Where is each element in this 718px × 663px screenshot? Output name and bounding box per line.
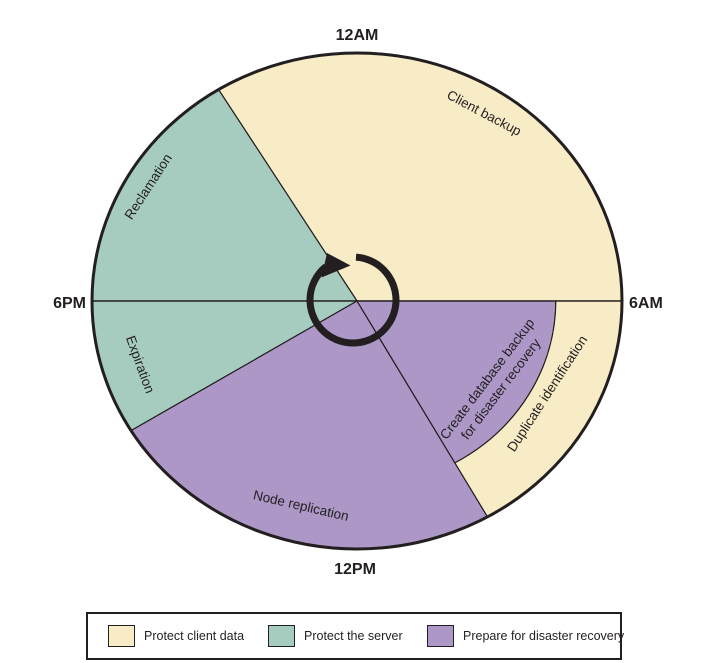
legend-label-prepare-for-disaster-recovery: Prepare for disaster recovery: [463, 629, 625, 643]
legend-label-protect-client-data: Protect client data: [144, 629, 245, 643]
cycle-arrow-head-icon: [321, 253, 351, 278]
hour-label-6am: 6AM: [629, 295, 663, 312]
clock-rim: [90, 51, 624, 551]
hour-label-12am: 12AM: [336, 27, 379, 44]
hour-label-12pm: 12PM: [334, 561, 376, 578]
legend-item-protect-client-data: Protect client data: [108, 614, 244, 658]
legend-item-prepare-for-disaster-recovery: Prepare for disaster recovery: [427, 614, 624, 658]
legend-label-protect-the-server: Protect the server: [304, 629, 403, 643]
legend-item-protect-the-server: Protect the server: [268, 614, 403, 658]
legend: Protect client data Protect the server P…: [86, 612, 624, 660]
cycle-arrow-ring: [306, 253, 400, 347]
cycle-arrow-icon: [306, 253, 400, 347]
hour-label-6pm: 6PM: [53, 295, 86, 312]
legend-swatch-protect-the-server: [268, 625, 295, 647]
legend-swatch-prepare-for-disaster-recovery: [427, 625, 454, 647]
legend-swatch-protect-client-data: [108, 625, 135, 647]
